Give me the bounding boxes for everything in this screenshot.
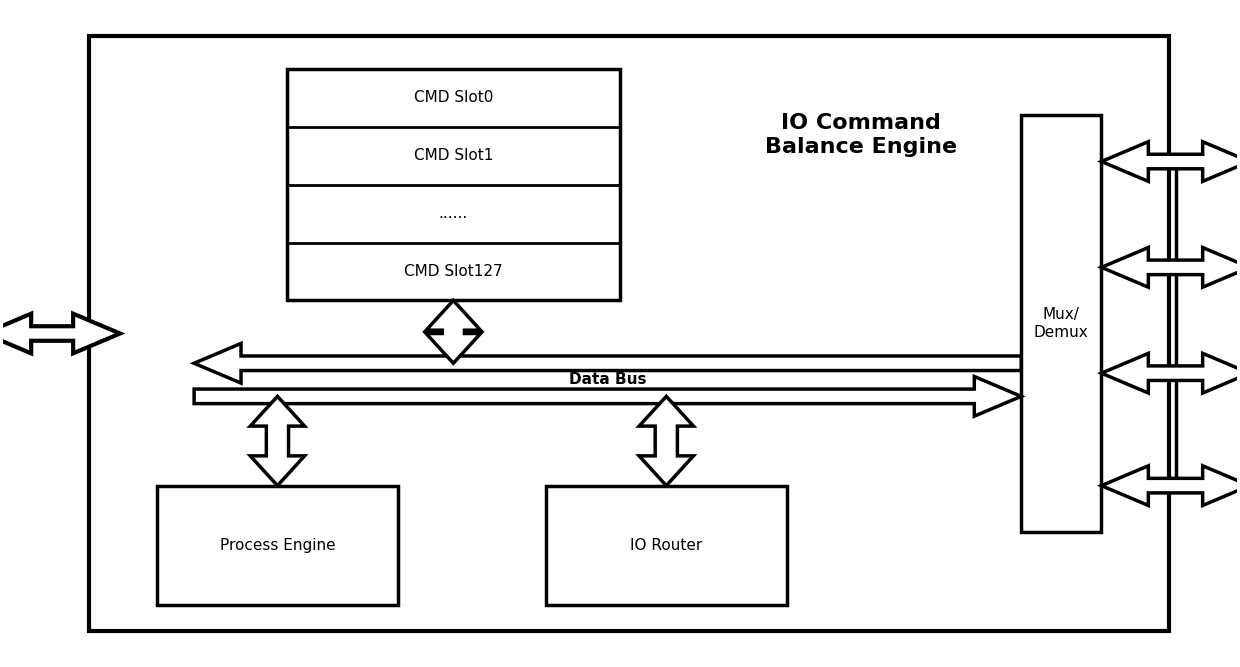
Text: CMD Slot1: CMD Slot1 xyxy=(414,148,494,163)
Bar xyxy=(1022,115,1101,532)
Polygon shape xyxy=(0,313,120,354)
Text: Data Bus: Data Bus xyxy=(569,372,646,388)
Text: Process Engine: Process Engine xyxy=(219,538,335,553)
Bar xyxy=(286,69,620,300)
Text: IO Command
Balance Engine: IO Command Balance Engine xyxy=(765,113,957,157)
Bar xyxy=(546,486,786,605)
Bar xyxy=(89,36,1169,631)
Polygon shape xyxy=(250,396,305,486)
Polygon shape xyxy=(1101,141,1240,181)
Text: IO Router: IO Router xyxy=(630,538,702,553)
Polygon shape xyxy=(195,376,1022,416)
Polygon shape xyxy=(195,344,1022,383)
Text: CMD Slot127: CMD Slot127 xyxy=(404,264,502,279)
Polygon shape xyxy=(639,396,693,486)
Text: ......: ...... xyxy=(439,206,467,221)
Polygon shape xyxy=(427,300,481,364)
Polygon shape xyxy=(1101,247,1240,287)
Polygon shape xyxy=(1101,354,1240,393)
Text: Mux/
Demux: Mux/ Demux xyxy=(1034,307,1089,340)
Polygon shape xyxy=(1101,466,1240,506)
Bar xyxy=(157,486,398,605)
Text: CMD Slot0: CMD Slot0 xyxy=(414,90,494,105)
